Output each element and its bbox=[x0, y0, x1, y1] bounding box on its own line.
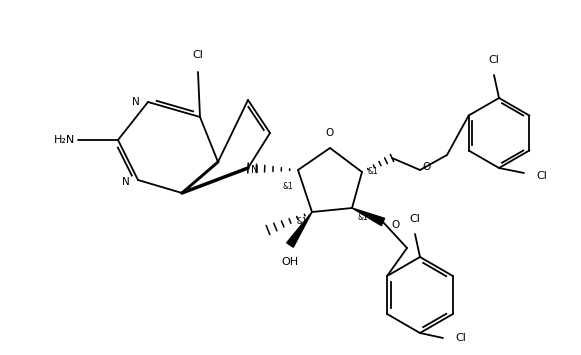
Text: H₂N: H₂N bbox=[54, 135, 75, 145]
Text: N: N bbox=[132, 97, 140, 107]
Text: Cl: Cl bbox=[536, 171, 547, 181]
Polygon shape bbox=[352, 208, 385, 226]
Text: Cl: Cl bbox=[410, 214, 421, 224]
Text: Cl: Cl bbox=[455, 333, 466, 343]
Text: Cl: Cl bbox=[192, 50, 203, 60]
Text: O: O bbox=[391, 220, 399, 230]
Text: N: N bbox=[122, 177, 130, 187]
Polygon shape bbox=[286, 212, 312, 247]
Text: Cl: Cl bbox=[489, 55, 500, 65]
Text: &1: &1 bbox=[296, 217, 307, 226]
Text: N: N bbox=[251, 165, 259, 175]
Text: O: O bbox=[422, 162, 431, 172]
Text: &1: &1 bbox=[282, 182, 293, 191]
Text: OH: OH bbox=[281, 257, 299, 267]
Text: &1: &1 bbox=[357, 213, 368, 222]
Text: &1: &1 bbox=[367, 167, 378, 176]
Text: O: O bbox=[326, 128, 334, 138]
